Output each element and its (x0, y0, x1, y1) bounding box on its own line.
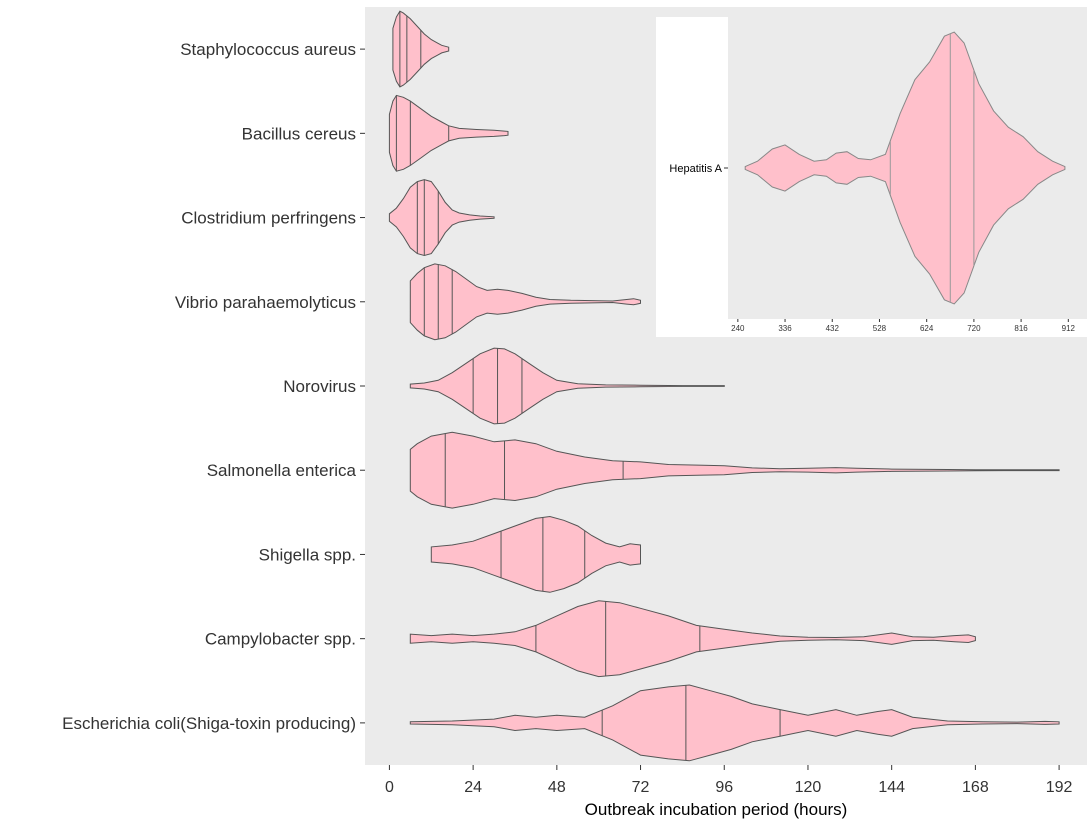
inset-x-tick-label: 624 (920, 324, 934, 333)
x-tick-label: 192 (1046, 779, 1073, 796)
x-axis-ticks: 0 24 48 72 96 120 144 168 192 (385, 765, 1073, 796)
violin-campylobacter-spp (409, 600, 976, 678)
category-labels: Staphylococcus aureus Bacillus cereus Clos… (62, 40, 365, 733)
category-label: Vibrio parahaemolyticus (175, 293, 356, 312)
inset-x-tick-label: 336 (778, 324, 792, 333)
x-tick-label: 24 (464, 779, 482, 796)
inset-category-labels: Hepatitis A (669, 163, 728, 175)
category-label: Escherichia coli(Shiga-toxin producing) (62, 714, 356, 733)
violin-norovirus (409, 347, 725, 425)
violin-escherichia-coli-shiga-toxin-producing (409, 684, 1060, 762)
inset-category-label: Hepatitis A (669, 163, 722, 175)
inset-x-tick-label: 912 (1062, 324, 1076, 333)
inset-x-tick-label: 528 (873, 324, 887, 333)
category-label: Salmonella enterica (207, 461, 357, 480)
category-label: Norovirus (283, 377, 356, 396)
inset-violins (744, 31, 1066, 305)
inset-x-tick-label: 432 (826, 324, 840, 333)
x-tick-label: 0 (385, 779, 394, 796)
category-label: Staphylococcus aureus (180, 40, 356, 59)
x-tick-label: 72 (632, 779, 650, 796)
violin-hepatitis-a (744, 31, 1066, 305)
x-tick-label: 120 (795, 779, 822, 796)
violin-vibrio-parahaemolyticus (409, 263, 641, 341)
inset-chart: Hepatitis A 240 336 432 528 624 720 816 912 (656, 17, 1087, 337)
x-tick-label: 168 (962, 779, 989, 796)
category-label: Clostridium perfringens (181, 209, 356, 228)
main-violins (388, 10, 1060, 762)
category-label: Bacillus cereus (242, 124, 356, 143)
x-tick-label: 96 (715, 779, 733, 796)
x-tick-label: 48 (548, 779, 566, 796)
inset-x-tick-label: 720 (967, 324, 981, 333)
violin-shigella-spp (430, 515, 641, 593)
inset-x-tick-label: 816 (1014, 324, 1028, 333)
inset-x-axis-ticks: 240 336 432 528 624 720 816 912 (731, 319, 1076, 333)
violin-salmonella-enterica (409, 431, 1060, 509)
inset-x-tick-label: 240 (731, 324, 745, 333)
category-label: Shigella spp. (259, 545, 356, 564)
category-label: Campylobacter spp. (205, 630, 356, 649)
x-tick-label: 144 (878, 779, 905, 796)
x-axis-title: Outbreak incubation period (hours) (585, 800, 848, 819)
